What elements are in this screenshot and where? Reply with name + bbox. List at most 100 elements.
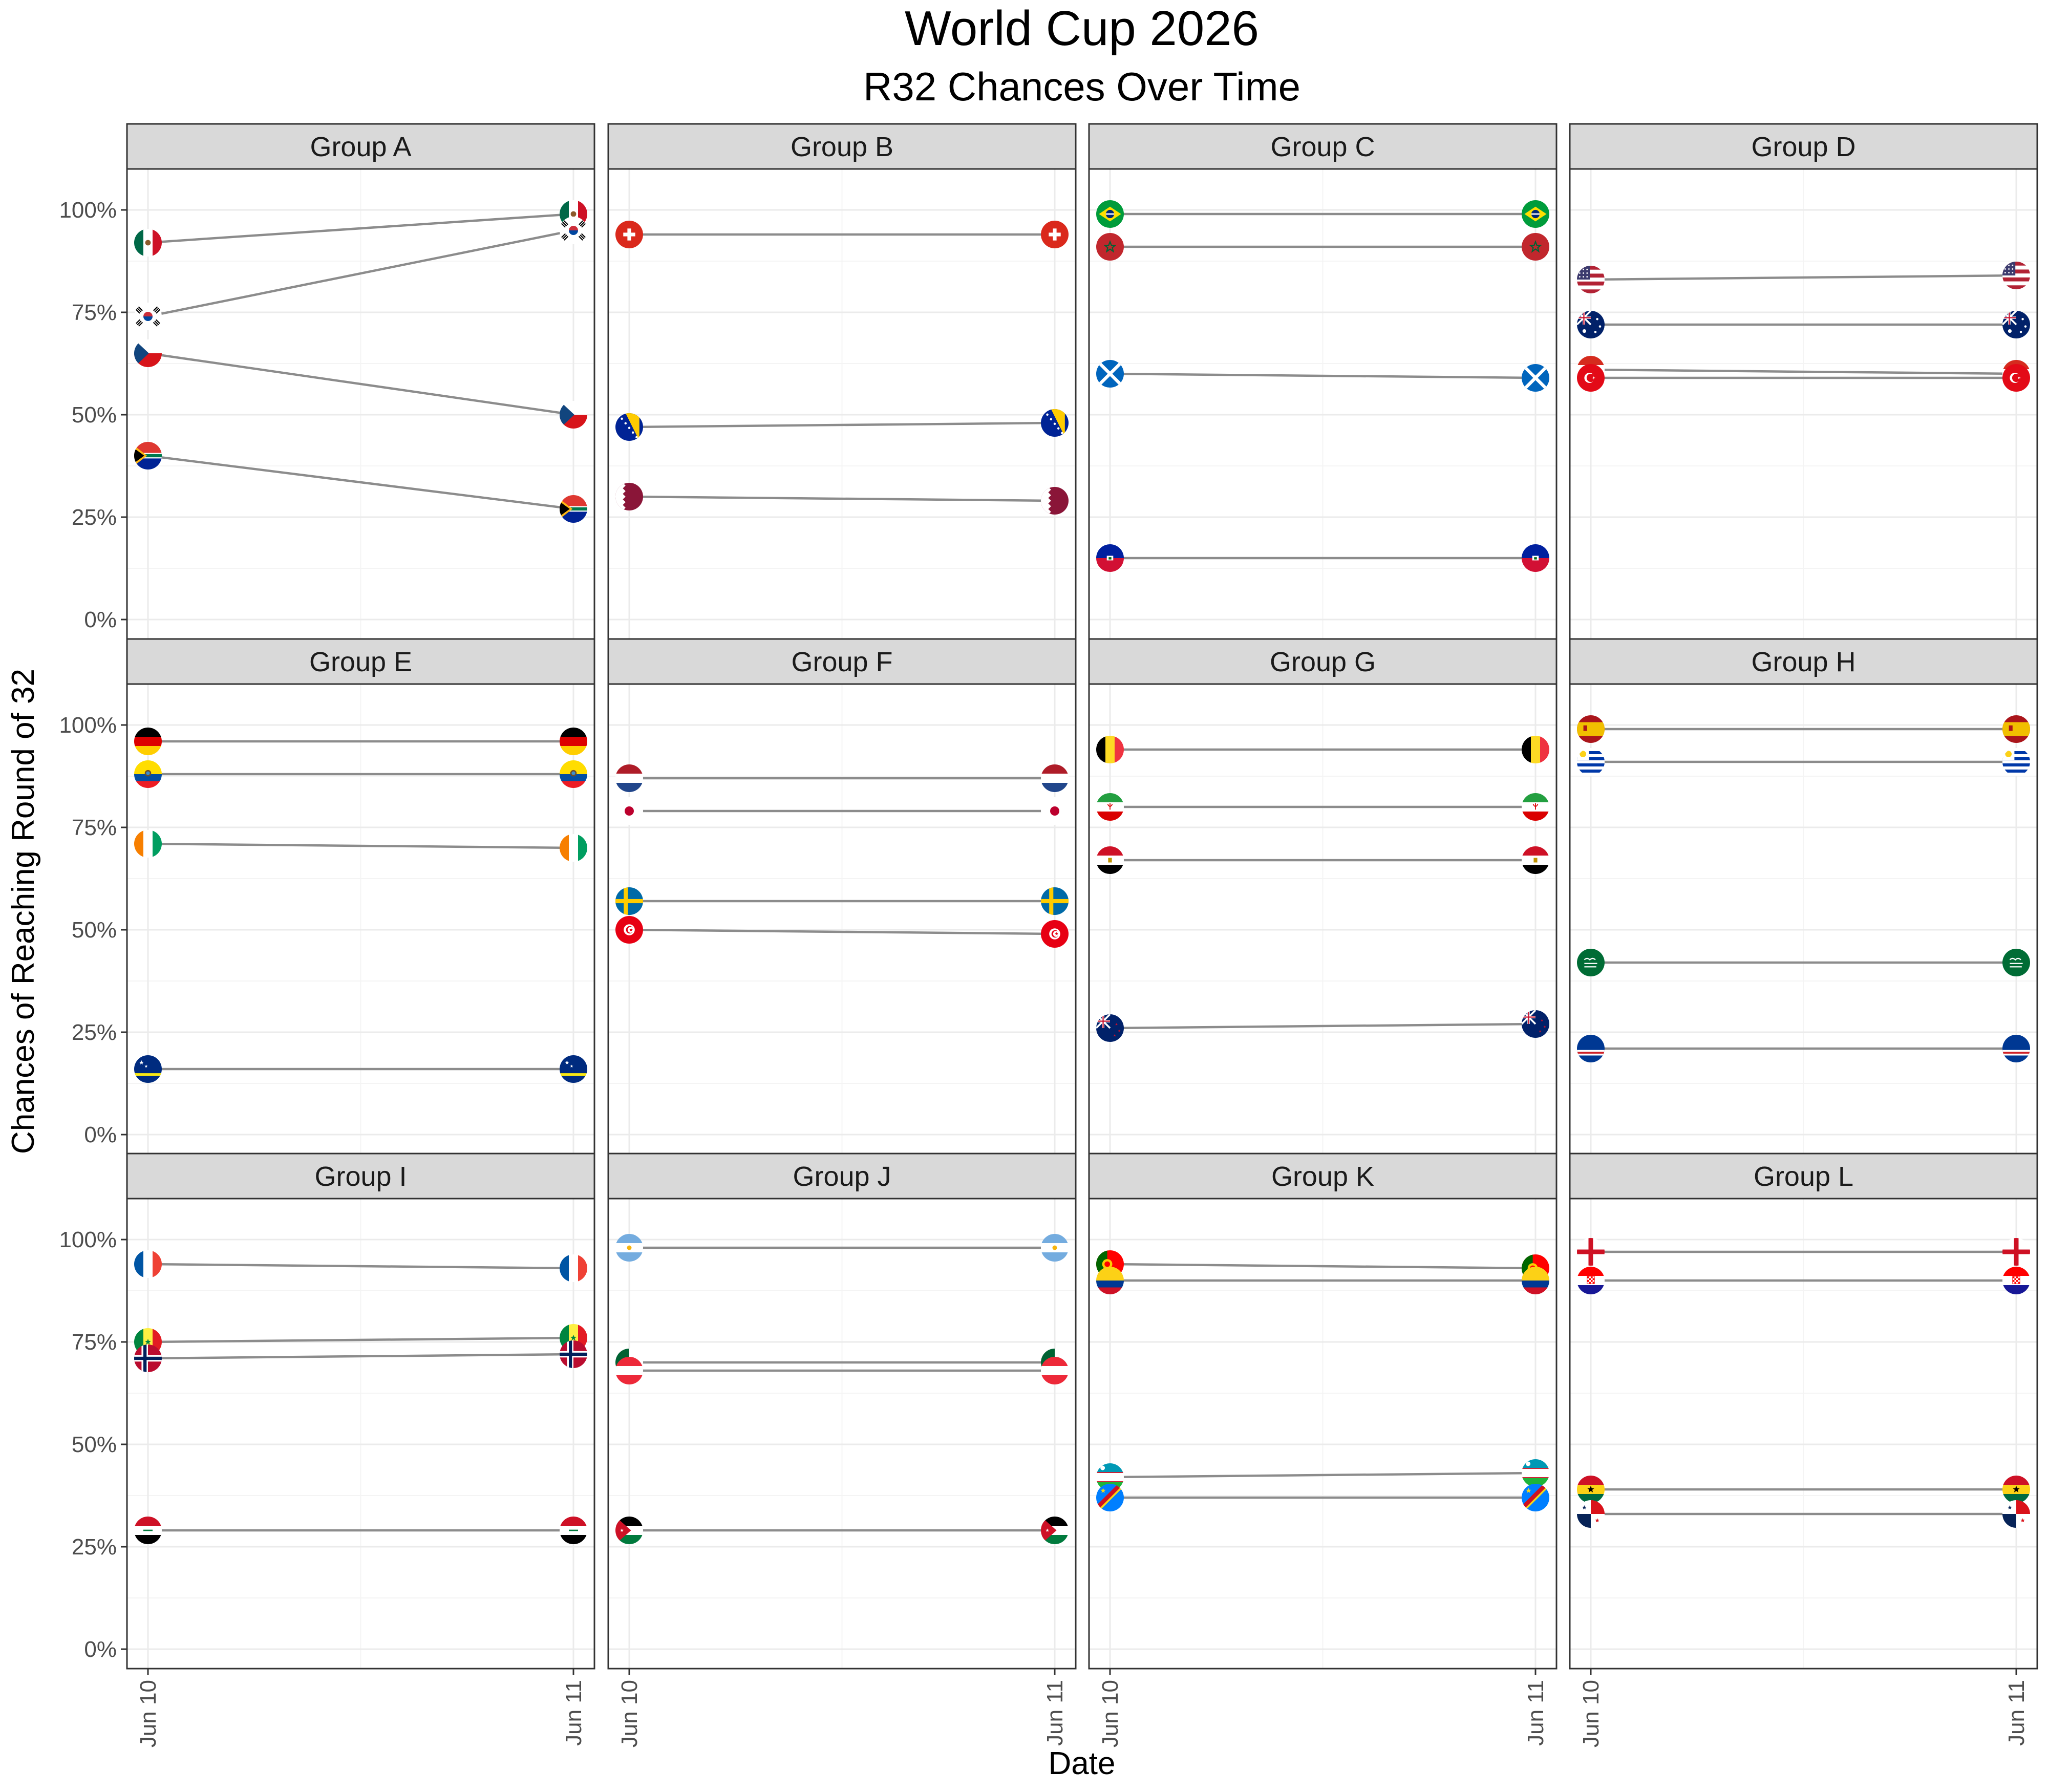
y-tick-label: 75% (72, 1330, 117, 1355)
flag-marker-croatia (2002, 1267, 2030, 1295)
series-line-south-korea (147, 229, 574, 318)
strip-label: Group D (1751, 132, 1855, 162)
chart-subtitle: R32 Chances Over Time (863, 64, 1300, 109)
strip-label: Group A (310, 132, 411, 162)
flag-marker-iraq (134, 1517, 162, 1545)
flag-marker-morocco (1522, 233, 1549, 261)
flag-marker-switzerland (1041, 221, 1069, 248)
y-axis-label: Chances of Reaching Round of 32 (6, 669, 41, 1154)
panel-group-k: Group K Jun 10 Jun 11 (1088, 1153, 1558, 1747)
flag-marker-jordan (615, 1517, 643, 1545)
strip-background (126, 638, 595, 685)
x-tick-label: Jun 11 (1042, 1680, 1068, 1746)
series-line-qatar (629, 495, 1055, 502)
flag-marker-netherlands (1041, 764, 1069, 793)
series-line-france (147, 1263, 574, 1270)
y-tick-label: 75% (72, 815, 117, 840)
y-tick-label: 0% (84, 1122, 117, 1147)
flag-marker-switzerland (615, 221, 643, 248)
panel-group-c: Group C (1088, 123, 1558, 640)
panel-group-f: Group F (607, 638, 1077, 1155)
panel-group-g: Group G (1088, 638, 1558, 1155)
flag-marker-spain (2002, 715, 2030, 743)
strip-background (607, 638, 1077, 685)
strip-label: Group K (1271, 1161, 1374, 1192)
strip-label: Group H (1751, 647, 1855, 677)
flag-marker-austria (615, 1357, 643, 1385)
flag-marker-austria (1041, 1357, 1069, 1385)
flag-marker-iran (1522, 793, 1549, 821)
series-line-scotland (1110, 372, 1536, 379)
strip-label: Group E (309, 647, 412, 677)
y-tick-label: 25% (72, 1020, 117, 1045)
flag-marker-cape-verde (2002, 1035, 2030, 1062)
y-tick-label: 50% (72, 1432, 117, 1457)
series-line-norway (147, 1353, 574, 1360)
strip-background (1569, 638, 2038, 685)
flag-marker-belgium (1522, 736, 1550, 763)
series-line-senegal (147, 1336, 574, 1343)
flag-marker-scotland (1521, 364, 1550, 392)
x-tick-label: Jun 11 (1523, 1680, 1548, 1746)
flag-marker-ghana (1577, 1476, 1605, 1504)
flag-marker-iran (1096, 793, 1124, 821)
flag-marker-curacao (560, 1055, 587, 1083)
flag-marker-brazil (1522, 200, 1549, 228)
strip-background (1569, 123, 2038, 170)
panel-border (607, 1198, 1077, 1670)
flag-marker-norway (560, 1340, 587, 1368)
flag-marker-ghana (2002, 1476, 2030, 1504)
strip-label: Group F (791, 647, 892, 677)
strip-background (1088, 1153, 1558, 1200)
flag-marker-ivory-coast (560, 834, 588, 862)
flag-marker-uruguay (2002, 748, 2030, 776)
flag-marker-australia (1576, 310, 1605, 338)
flag-marker-uruguay (1577, 748, 1605, 776)
x-tick-label: Jun 11 (561, 1680, 586, 1746)
flag-marker-south-korea (134, 303, 162, 330)
strip-background (126, 1153, 595, 1200)
flag-marker-norway (134, 1345, 162, 1372)
flag-marker-qatar (1041, 487, 1069, 515)
flag-marker-scotland (1096, 359, 1124, 388)
panel-group-d: Group D (1569, 123, 2038, 640)
x-tick-label: Jun 10 (1578, 1680, 1604, 1747)
chart-title: World Cup 2026 (905, 1, 1259, 56)
strip-label: Group J (793, 1161, 891, 1192)
series-line-usa (1590, 274, 2017, 281)
flag-marker-croatia (1577, 1267, 1605, 1295)
panel-group-a: Group A 0% 25% 50% 75% 100% (59, 123, 595, 640)
strip-label: Group I (314, 1161, 407, 1192)
flag-marker-england (1577, 1238, 1605, 1266)
flag-marker-mexico (134, 229, 162, 257)
strip-background (1569, 1153, 2038, 1200)
series-line-tunisia (629, 928, 1055, 935)
series-line-uzbekistan (1110, 1471, 1536, 1479)
x-tick-label: Jun 10 (136, 1680, 161, 1747)
strip-label: Group B (791, 132, 893, 162)
series-line-ivory-coast (147, 842, 574, 849)
series-line-bosnia (629, 421, 1055, 429)
x-tick-label: Jun 10 (617, 1680, 642, 1747)
flag-marker-dr-congo (1096, 1483, 1124, 1511)
flag-marker-sweden (1041, 887, 1069, 915)
y-tick-label: 50% (72, 402, 117, 428)
y-tick-label: 75% (72, 300, 117, 325)
strip-background (1088, 123, 1558, 170)
facet-panels: Group A 0% 25% 50% 75% 100% Group B Group C Grou… (59, 123, 2038, 1747)
flag-marker-spain (1577, 715, 1605, 743)
x-tick-label: Jun 11 (2004, 1680, 2029, 1746)
flag-marker-bosnia (615, 413, 643, 441)
series-line-south-africa (147, 454, 574, 510)
flag-marker-brazil (1096, 200, 1124, 228)
flag-marker-ecuador (134, 760, 162, 788)
series-line-paraguay (1590, 368, 2017, 375)
panel-group-i: Group I 0% 25% 50% 75% 100% Jun 10 Jun 11 (59, 1153, 595, 1747)
y-tick-label: 0% (84, 1637, 117, 1662)
strip-label: Group L (1754, 1161, 1853, 1192)
strip-background (126, 123, 595, 170)
flag-marker-cape-verde (1577, 1035, 1605, 1062)
flag-marker-england (2002, 1238, 2030, 1266)
series-line-new-zealand (1110, 1022, 1536, 1030)
